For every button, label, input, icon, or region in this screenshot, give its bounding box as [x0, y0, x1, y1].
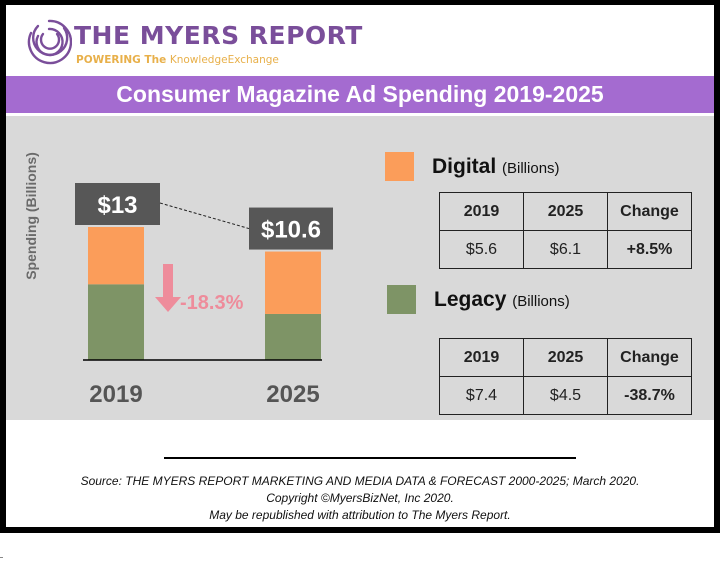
chart-title: Consumer Magazine Ad Spending 2019-2025: [6, 76, 714, 113]
legacy-unit: (Billions): [512, 292, 570, 310]
brand-logo: THE MYERS REPORT POWERING The KnowledgeE…: [26, 17, 366, 72]
footer: Source: THE MYERS REPORT MARKETING AND M…: [6, 473, 714, 524]
bar-digital-2025: [265, 251, 321, 314]
header-2019: 2019: [439, 192, 524, 231]
stacked-bar-chart: 2019 2025 $13 $10.6 -18.3%: [75, 183, 333, 408]
table-header-row: 2019 2025 Change: [439, 192, 692, 231]
total-label-box-2025: [249, 207, 333, 250]
y-axis-label: Spending (Billions): [23, 152, 39, 280]
value-2019: $5.6: [439, 230, 524, 269]
bar-legacy-2025: [265, 313, 321, 360]
legacy-table: 2019 2025 Change $7.4 $4.5 -38.7%: [439, 338, 692, 415]
header-2019: 2019: [439, 338, 524, 377]
value-2025: $4.5: [523, 376, 608, 415]
value-change: -38.7%: [607, 376, 692, 415]
spiral-logo-icon: [27, 19, 73, 65]
bar-digital-2019: [88, 227, 144, 285]
total-label-2019: $13: [97, 192, 137, 219]
chart-panel: 2019 2025 $13 $10.6 -18.3% Spending (Billion…: [6, 116, 714, 420]
stray-mark: [0, 557, 3, 558]
legend-legacy-label: Legacy (Billions): [434, 288, 570, 312]
digital-swatch: [385, 152, 414, 181]
table-header-row: 2019 2025 Change: [439, 338, 692, 377]
total-label-box-2019: [75, 183, 160, 225]
bar-legacy-2019: [88, 284, 144, 360]
brand-name: THE MYERS REPORT: [74, 21, 363, 50]
legacy-label: Legacy: [434, 287, 507, 311]
attribution-note: May be republished with attribution to T…: [209, 508, 511, 522]
digital-table: 2019 2025 Change $5.6 $6.1 +8.5%: [439, 192, 692, 269]
footer-divider: [164, 457, 576, 459]
legend-digital-label: Digital (Billions): [432, 155, 560, 179]
header-2025: 2025: [523, 338, 608, 377]
digital-unit: (Billions): [502, 159, 560, 177]
header-change: Change: [607, 192, 692, 231]
value-2019: $7.4: [439, 376, 524, 415]
x-tick-label-2019: 2019: [89, 381, 142, 408]
tagline-rest: KnowledgeExchange: [169, 54, 279, 66]
change-annotation: -18.3%: [180, 292, 244, 314]
trend-connector-line: [159, 202, 250, 230]
table-row: $7.4 $4.5 -38.7%: [439, 376, 692, 415]
copyright-note: Copyright ©MyersBizNet, Inc 2020.: [266, 491, 454, 505]
legend-legacy: Legacy (Billions): [387, 285, 570, 314]
value-change: +8.5%: [607, 230, 692, 269]
source-note: Source: THE MYERS REPORT MARKETING AND M…: [80, 474, 640, 488]
total-label-2025: $10.6: [261, 217, 321, 244]
header-2025: 2025: [523, 192, 608, 231]
legend-digital: Digital (Billions): [385, 152, 560, 181]
down-arrow-icon: [155, 264, 181, 312]
header-change: Change: [607, 338, 692, 377]
tagline-bold: POWERING The: [76, 54, 170, 66]
infographic-frame: THE MYERS REPORT POWERING The KnowledgeE…: [0, 0, 720, 533]
digital-label: Digital: [432, 154, 497, 178]
legacy-swatch: [387, 285, 416, 314]
brand-tagline: POWERING The KnowledgeExchange: [76, 54, 279, 66]
value-2025: $6.1: [523, 230, 608, 269]
x-tick-label-2025: 2025: [266, 381, 319, 408]
table-row: $5.6 $6.1 +8.5%: [439, 230, 692, 269]
